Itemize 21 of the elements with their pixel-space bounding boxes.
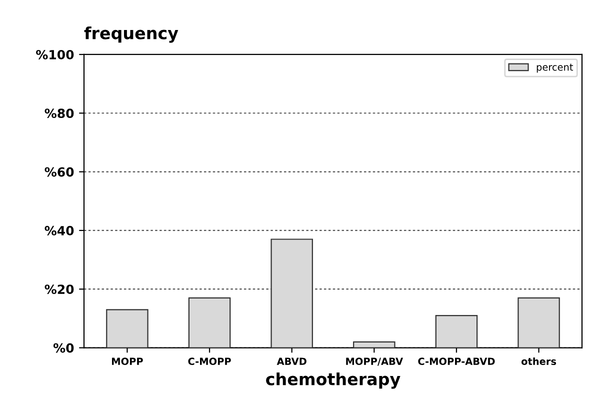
bar [106, 309, 148, 348]
y-tick-label: %20 [44, 284, 74, 294]
y-tick-label: %60 [44, 167, 74, 177]
bar [435, 314, 478, 348]
bar [188, 297, 231, 348]
x-tick-label: ABVD [276, 358, 306, 365]
chart-title: frequency [84, 26, 178, 43]
y-tick-label: %80 [44, 108, 74, 118]
legend-label: percent [536, 64, 574, 73]
x-tick-label: MOPP/ABV [346, 358, 404, 366]
bar [518, 297, 560, 348]
bar [353, 341, 396, 348]
x-tick-label: C-MOPP [188, 358, 231, 366]
y-tick-label: %0 [53, 343, 74, 353]
x-axis-title: chemotherapy [266, 372, 400, 389]
x-tick-label: others [521, 357, 556, 366]
x-tick-label: MOPP [112, 358, 143, 366]
y-tick-label: %40 [44, 226, 74, 236]
bar [270, 238, 313, 348]
x-tick-label: C-MOPP-ABVD [418, 358, 495, 366]
y-tick-label: %100 [36, 50, 74, 60]
